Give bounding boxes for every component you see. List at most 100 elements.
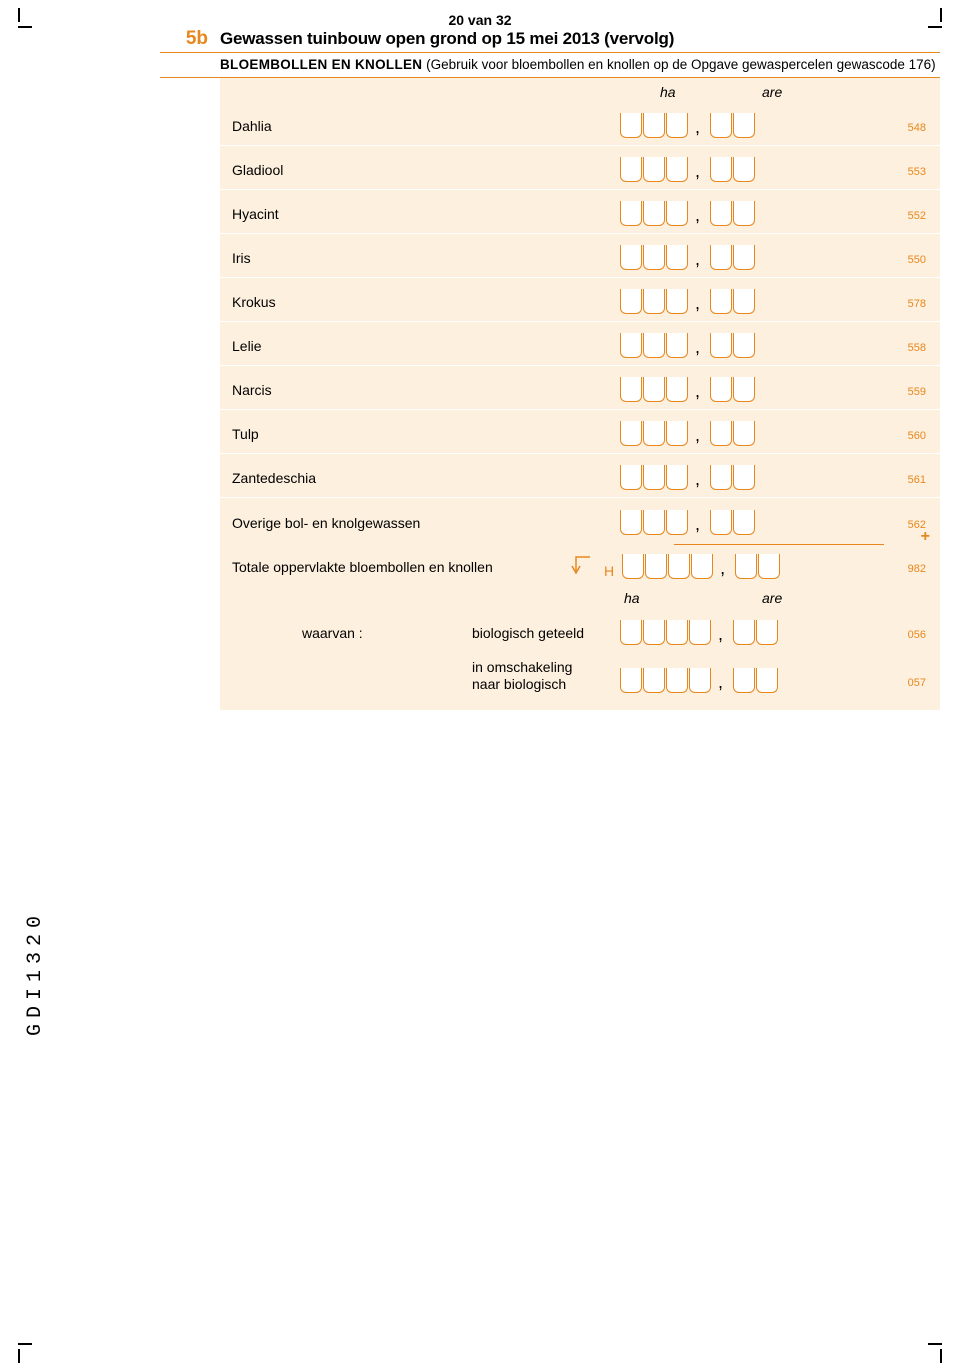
page: 20 van 32 5b Gewassen tuinbouw open gron… (0, 0, 960, 1371)
total-are-input[interactable] (735, 554, 781, 579)
row-code: 559 (880, 386, 940, 402)
conv-code: 057 (880, 677, 940, 693)
crop-label: Krokus (232, 294, 620, 314)
ha-input[interactable] (620, 113, 689, 138)
crop-label: Iris (232, 250, 620, 270)
ha-input[interactable] (620, 333, 689, 358)
conv-row: in omschakeling naar biologisch , 057 (220, 652, 940, 700)
total-label-wrap: Totale oppervlakte bloembollen en knolle… (232, 559, 620, 579)
are-input[interactable] (710, 510, 756, 535)
crop-row: Narcis, 559 (220, 366, 940, 410)
total-letter: H (604, 563, 614, 579)
section-number: 5b (160, 28, 220, 50)
comma: , (718, 672, 723, 693)
total-label: Totale oppervlakte bloembollen en knolle… (232, 559, 493, 575)
crop-label: Narcis (232, 382, 620, 402)
conv-spacer (232, 689, 472, 693)
ha-input[interactable] (620, 421, 689, 446)
conv-line1: in omschakeling (472, 659, 620, 676)
comma: , (720, 558, 725, 579)
crop-row: Lelie, 558 (220, 322, 940, 366)
crop-mark-bl (18, 1343, 38, 1363)
are-input[interactable] (710, 421, 756, 446)
row-code: 561 (880, 474, 940, 490)
ha-input[interactable] (620, 510, 689, 535)
bio-row: waarvan : biologisch geteeld , 056 (220, 608, 940, 652)
comma: , (695, 205, 700, 226)
row-code: 558 (880, 342, 940, 358)
form-block: ha are Dahlia,548Gladiool,553Hyacint,552… (220, 78, 940, 710)
crop-row: Overige bol- en knolgewassen,562+ (220, 498, 940, 542)
crop-label: Zantedeschia (232, 470, 620, 490)
comma: , (718, 624, 723, 645)
header-ha: ha (620, 84, 750, 100)
ha-input[interactable] (620, 157, 689, 182)
crop-label: Gladiool (232, 162, 620, 182)
total-ha-input[interactable] (622, 554, 714, 579)
crop-label: Tulp (232, 426, 620, 446)
row-code: 553 (880, 166, 940, 182)
crop-row: Tulp, 560 (220, 410, 940, 454)
comma: , (695, 514, 700, 535)
crop-row: Dahlia, 548 (220, 102, 940, 146)
comma: , (695, 249, 700, 270)
row-code: 560 (880, 430, 940, 446)
crop-label: Hyacint (232, 206, 620, 226)
footer-column-headers: ha are (220, 586, 940, 608)
ha-input[interactable] (620, 465, 689, 490)
crop-label: Dahlia (232, 118, 620, 138)
subtitle-rest: (Gebruik voor bloembollen en knollen op … (422, 57, 935, 72)
conv-line2: naar biologisch (472, 676, 620, 693)
crop-row: Zantedeschia, 561 (220, 454, 940, 498)
are-input[interactable] (710, 377, 756, 402)
row-code: 562 (880, 519, 940, 535)
comma: , (695, 425, 700, 446)
side-code: GDI1320 (24, 910, 47, 1036)
section-subtitle: BLOEMBOLLEN EN KNOLLEN (Gebruik voor blo… (160, 53, 940, 78)
are-input[interactable] (710, 201, 756, 226)
crop-mark-br (922, 1343, 942, 1363)
are-input[interactable] (710, 289, 756, 314)
row-code: 548 (880, 122, 940, 138)
are-input[interactable] (710, 333, 756, 358)
crop-row: Iris, 550 (220, 234, 940, 278)
crop-row: Krokus, 578 (220, 278, 940, 322)
section-header: 5b Gewassen tuinbouw open grond op 15 me… (160, 28, 940, 53)
are-input[interactable] (710, 245, 756, 270)
page-number-text: 20 van 32 (448, 12, 511, 28)
ha-input[interactable] (620, 377, 689, 402)
conv-ha-input[interactable] (620, 668, 712, 693)
header-are: are (750, 84, 850, 100)
bio-are-input[interactable] (733, 620, 779, 645)
bio-ha-input[interactable] (620, 620, 712, 645)
ha-input[interactable] (620, 201, 689, 226)
comma: , (695, 337, 700, 358)
footer-header-are: are (756, 590, 856, 606)
crop-label: Lelie (232, 338, 620, 358)
footer-header-ha: ha (620, 590, 756, 606)
plus-icon: + (921, 528, 930, 546)
waarvan-label: waarvan : (232, 625, 472, 645)
bio-code: 056 (880, 629, 940, 645)
are-input[interactable] (710, 157, 756, 182)
row-code: 578 (880, 298, 940, 314)
comma: , (695, 117, 700, 138)
section-title: Gewassen tuinbouw open grond op 15 mei 2… (220, 29, 674, 49)
row-code: 552 (880, 210, 940, 226)
ha-input[interactable] (620, 245, 689, 270)
row-code: 550 (880, 254, 940, 270)
comma: , (695, 469, 700, 490)
page-number: 20 van 32 (0, 12, 960, 28)
total-code: 982 (880, 563, 940, 579)
total-row: Totale oppervlakte bloembollen en knolle… (220, 542, 940, 586)
conv-label: in omschakeling naar biologisch (472, 659, 620, 693)
conv-are-input[interactable] (733, 668, 779, 693)
comma: , (695, 381, 700, 402)
content: 5b Gewassen tuinbouw open grond op 15 me… (160, 28, 940, 710)
crop-row: Hyacint, 552 (220, 190, 940, 234)
are-input[interactable] (710, 113, 756, 138)
are-input[interactable] (710, 465, 756, 490)
comma: , (695, 293, 700, 314)
crop-row: Gladiool,553 (220, 146, 940, 190)
ha-input[interactable] (620, 289, 689, 314)
